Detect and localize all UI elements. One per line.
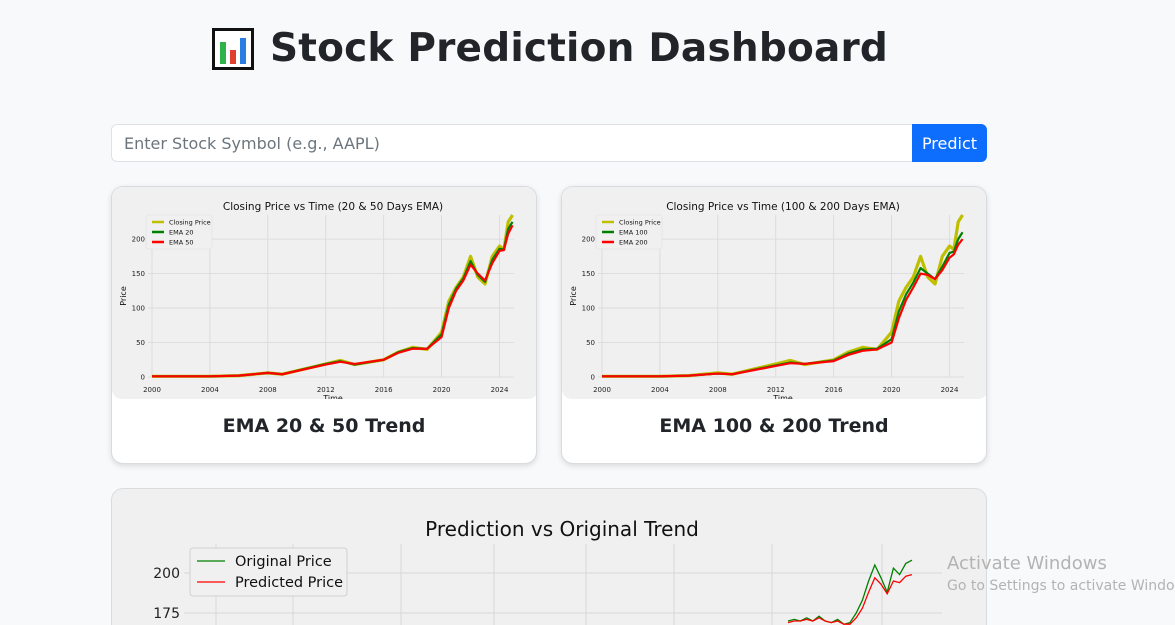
- legend-box: [189, 547, 348, 597]
- y-axis-label: Price: [569, 286, 578, 306]
- page-header: Stock Prediction Dashboard: [0, 26, 1100, 71]
- x-tick-label: 2016: [375, 386, 393, 394]
- series-line-3: [602, 238, 964, 378]
- x-tick-label: 2024: [941, 386, 959, 394]
- series-line-1: [787, 559, 913, 625]
- x-tick-label: 2004: [651, 386, 669, 394]
- x-axis-label: Time: [772, 394, 793, 399]
- legend-label: EMA 20: [169, 229, 194, 237]
- y-tick-label: 150: [582, 270, 595, 278]
- chart-title: Prediction vs Original Trend: [425, 517, 699, 541]
- y-tick-label: 0: [591, 374, 595, 382]
- prediction-chart: Prediction vs Original Trend 200 175 Origin…: [153, 517, 942, 625]
- chart-title: Closing Price vs Time (100 & 200 Days EM…: [666, 201, 900, 213]
- watermark-line-2: Go to Settings to activate Windows.: [947, 578, 1175, 594]
- search-bar: Predict: [111, 124, 987, 162]
- y-tick-label: 50: [586, 339, 595, 347]
- x-tick-label: 2012: [317, 386, 335, 394]
- ema-20-50-card: 2000 2004 2008 2012 2016 2020 2024 0 50 100 150 200…: [111, 186, 537, 464]
- legend-box: [595, 214, 663, 250]
- x-tick-label: 2020: [433, 386, 451, 394]
- x-tick-label: 2020: [883, 386, 901, 394]
- y-tick-label: 200: [153, 566, 180, 582]
- ema-20-50-caption: EMA 20 & 50 Trend: [222, 415, 426, 437]
- ema-100-200-caption: EMA 100 & 200 Trend: [659, 415, 889, 437]
- x-tick-label: 2004: [201, 386, 219, 394]
- legend-box: [145, 214, 213, 250]
- x-tick-label: 2008: [259, 386, 277, 394]
- predict-button[interactable]: Predict: [912, 124, 987, 162]
- legend-label: Original Price: [235, 554, 332, 570]
- x-tick-label: 2016: [825, 386, 843, 394]
- y-tick-label: 100: [132, 305, 145, 313]
- bar-chart-icon: [211, 27, 254, 70]
- legend-label: EMA 50: [169, 239, 194, 247]
- x-tick-label: 2024: [491, 386, 509, 394]
- series-line-2: [602, 231, 964, 378]
- y-tick-label: 100: [582, 305, 595, 313]
- legend-label: EMA 200: [619, 239, 648, 247]
- y-tick-label: 50: [136, 339, 145, 347]
- chart-title: Closing Price vs Time (20 & 50 Days EMA): [223, 201, 443, 213]
- series-line-3: [152, 224, 514, 378]
- legend-label: Closing Price: [619, 219, 661, 227]
- legend-label: Predicted Price: [235, 575, 343, 591]
- y-tick-label: 175: [153, 606, 180, 622]
- y-tick-label: 150: [132, 270, 145, 278]
- activate-windows-watermark: Activate Windows Go to Settings to activ…: [947, 553, 1175, 594]
- y-tick-label: 200: [132, 236, 145, 244]
- legend-label: Closing Price: [169, 219, 211, 227]
- legend-label: EMA 100: [619, 229, 648, 237]
- x-tick-label: 2000: [593, 386, 611, 394]
- ema-100-200-card: 2000 2004 2008 2012 2016 2020 2024 0 50 100 150 200…: [561, 186, 987, 464]
- page-title: Stock Prediction Dashboard: [269, 26, 889, 71]
- y-tick-label: 0: [141, 374, 145, 382]
- ema-100-200-chart-area: 2000 2004 2008 2012 2016 2020 2024 0 50 100 150 200…: [562, 187, 986, 403]
- stock-symbol-input[interactable]: [111, 124, 912, 162]
- x-axis-label: Time: [322, 394, 343, 399]
- series-line-2: [787, 573, 913, 625]
- y-tick-label: 200: [582, 236, 595, 244]
- x-tick-label: 2000: [143, 386, 161, 394]
- x-tick-label: 2012: [767, 386, 785, 394]
- watermark-line-1: Activate Windows: [947, 553, 1107, 574]
- ema-20-50-chart: 2000 2004 2008 2012 2016 2020 2024 0 50 100 150 200…: [119, 201, 514, 403]
- y-axis-label: Price: [119, 286, 128, 306]
- prediction-card: Prediction vs Original Trend 200 175 Origin…: [111, 488, 987, 625]
- x-tick-label: 2008: [709, 386, 727, 394]
- ema-20-50-chart-area: 2000 2004 2008 2012 2016 2020 2024 0 50 100 150 200…: [112, 187, 536, 403]
- ema-100-200-chart: 2000 2004 2008 2012 2016 2020 2024 0 50 100 150 200…: [569, 201, 964, 403]
